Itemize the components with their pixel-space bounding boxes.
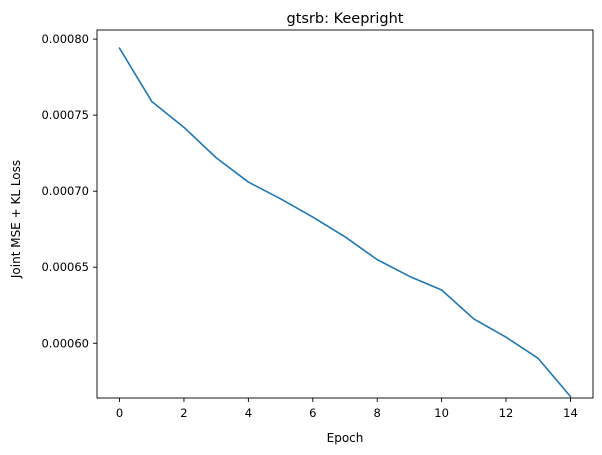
x-tick-label: 4 (245, 406, 252, 420)
series-line-0 (118, 47, 572, 398)
x-tick-label: 6 (309, 406, 316, 420)
x-tick-label: 8 (374, 406, 381, 420)
y-tick-label: 0.00070 (41, 184, 89, 198)
x-axis-label: Epoch (327, 431, 364, 445)
x-tick-label: 0 (116, 406, 123, 420)
x-tick-label: 12 (499, 406, 514, 420)
y-tick-label: 0.00075 (41, 108, 89, 122)
y-axis-label: Joint MSE + KL Loss (9, 160, 23, 279)
x-tick-label: 2 (180, 406, 187, 420)
y-tick-label: 0.00065 (41, 260, 89, 274)
plot-area: 0 2 4 6 8 10 12 14 0.00060 0.00065 0.00070 0.00075 0… (41, 29, 594, 420)
x-tick-label: 14 (563, 406, 578, 420)
chart-title: gtsrb: Keepright (286, 11, 403, 27)
y-tick-label: 0.00060 (41, 336, 89, 350)
y-tick-label: 0.00080 (41, 32, 89, 46)
x-tick-label: 10 (434, 406, 449, 420)
axes-frame (96, 29, 594, 399)
